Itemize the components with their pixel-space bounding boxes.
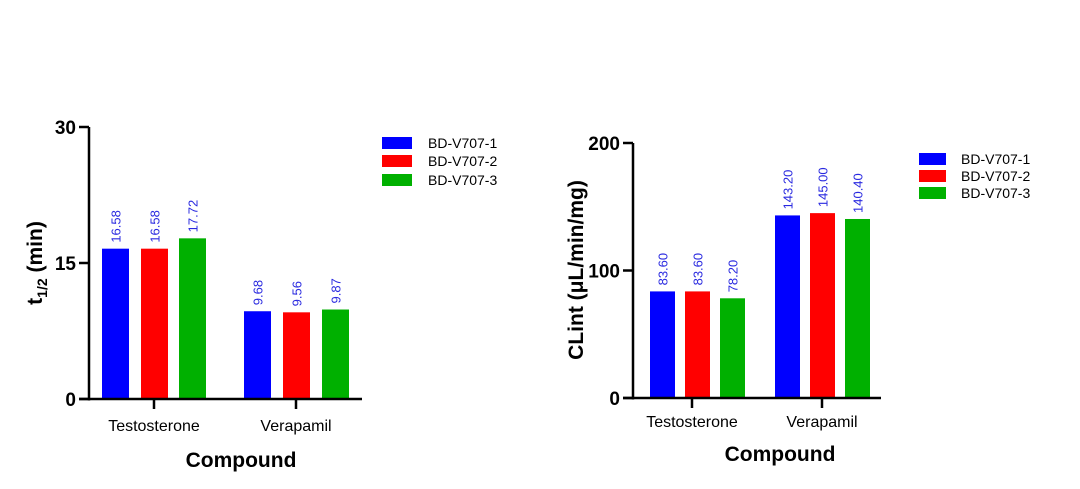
bar-verapamil-3 bbox=[845, 218, 870, 398]
bar-testosterone-1 bbox=[102, 248, 129, 399]
y-tick-label: 0 bbox=[609, 389, 620, 410]
data-label: 16.58 bbox=[109, 210, 124, 243]
y-tick-label: 0 bbox=[65, 390, 76, 411]
legend-label: BD-V707-3 bbox=[428, 172, 497, 188]
legend-label: BD-V707-1 bbox=[961, 151, 1030, 167]
y-axis-title: CLint (μL/min/mg) bbox=[565, 180, 588, 360]
bar-testosterone-3 bbox=[179, 238, 206, 399]
data-label: 145.00 bbox=[816, 167, 831, 207]
bar-testosterone-3 bbox=[720, 298, 745, 398]
legend-swatch bbox=[919, 153, 946, 165]
x-axis-title: Compound bbox=[186, 449, 297, 472]
legend-label: BD-V707-3 bbox=[961, 185, 1030, 201]
x-tick-label: Testosterone bbox=[646, 414, 738, 431]
data-label: 9.56 bbox=[290, 281, 305, 306]
y-tick-label: 30 bbox=[55, 118, 76, 139]
data-label: 140.40 bbox=[851, 173, 866, 213]
data-label: 83.60 bbox=[656, 253, 671, 286]
data-label: 143.20 bbox=[781, 170, 796, 210]
legend-label: BD-V707-2 bbox=[428, 153, 497, 169]
bar-verapamil-1 bbox=[775, 215, 800, 398]
data-label: 16.58 bbox=[148, 210, 163, 243]
y-tick-label: 200 bbox=[588, 134, 620, 155]
bar-verapamil-2 bbox=[810, 213, 835, 398]
bar-testosterone-1 bbox=[650, 291, 675, 398]
y-tick-label: 15 bbox=[55, 254, 77, 275]
data-label: 17.72 bbox=[186, 200, 201, 233]
bar-verapamil-1 bbox=[244, 311, 271, 399]
legend-swatch bbox=[382, 155, 412, 167]
legend-label: BD-V707-1 bbox=[428, 135, 497, 151]
y-axis-title: t1/2 (min) bbox=[24, 221, 50, 305]
legend-swatch bbox=[919, 187, 946, 199]
bar-testosterone-2 bbox=[141, 248, 168, 399]
legend-swatch bbox=[382, 137, 412, 149]
legend-swatch bbox=[382, 174, 412, 186]
x-axis-title: Compound bbox=[725, 443, 836, 466]
data-label: 9.87 bbox=[329, 278, 344, 303]
x-tick-label: Testosterone bbox=[108, 418, 200, 435]
bar-testosterone-2 bbox=[685, 291, 710, 398]
y-tick-label: 100 bbox=[588, 262, 620, 283]
bar-verapamil-3 bbox=[322, 309, 349, 399]
data-label: 83.60 bbox=[691, 253, 706, 286]
x-tick-label: Verapamil bbox=[260, 418, 331, 435]
legend-label: BD-V707-2 bbox=[961, 168, 1030, 184]
data-label: 9.68 bbox=[251, 280, 266, 305]
legend-swatch bbox=[919, 170, 946, 182]
x-tick-label: Verapamil bbox=[786, 414, 857, 431]
bar-verapamil-2 bbox=[283, 312, 310, 399]
data-label: 78.20 bbox=[726, 260, 741, 293]
